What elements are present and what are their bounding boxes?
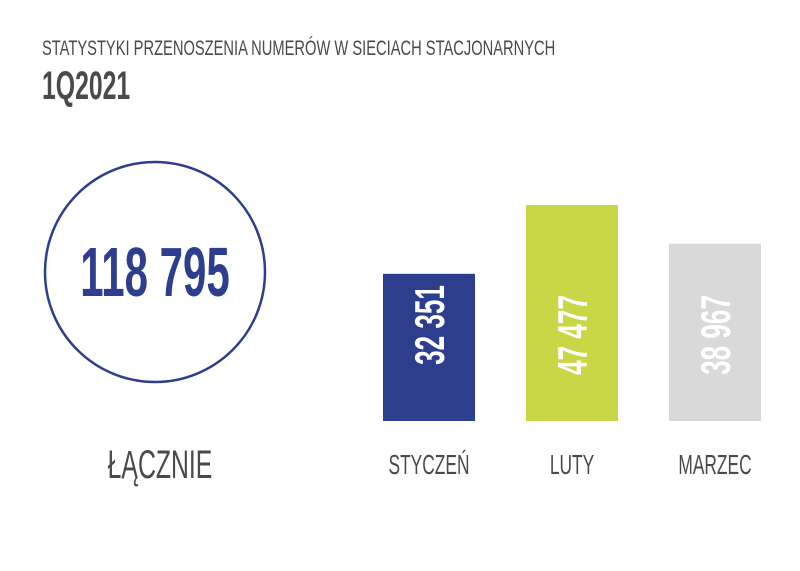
category-label: STYCZEŃ: [389, 449, 470, 480]
bar-1: [526, 205, 618, 421]
bar-value-label: 47 477: [550, 295, 597, 375]
category-label: LUTY: [550, 449, 595, 480]
bar-0: [383, 273, 475, 421]
total-label: ŁĄCZNIE: [108, 443, 213, 487]
category-label: MARZEC: [678, 449, 751, 480]
bar-2: [669, 243, 761, 421]
total-circle: [43, 160, 267, 384]
total-value: 118 795: [80, 234, 230, 312]
bar-value-label: 32 351: [407, 285, 454, 365]
bar-value-label: 38 967: [693, 295, 740, 375]
chart-title: STATYSTYKI PRZENOSZENIA NUMERÓW W SIECIA…: [42, 35, 555, 59]
chart-subtitle: 1Q2021: [42, 64, 130, 108]
